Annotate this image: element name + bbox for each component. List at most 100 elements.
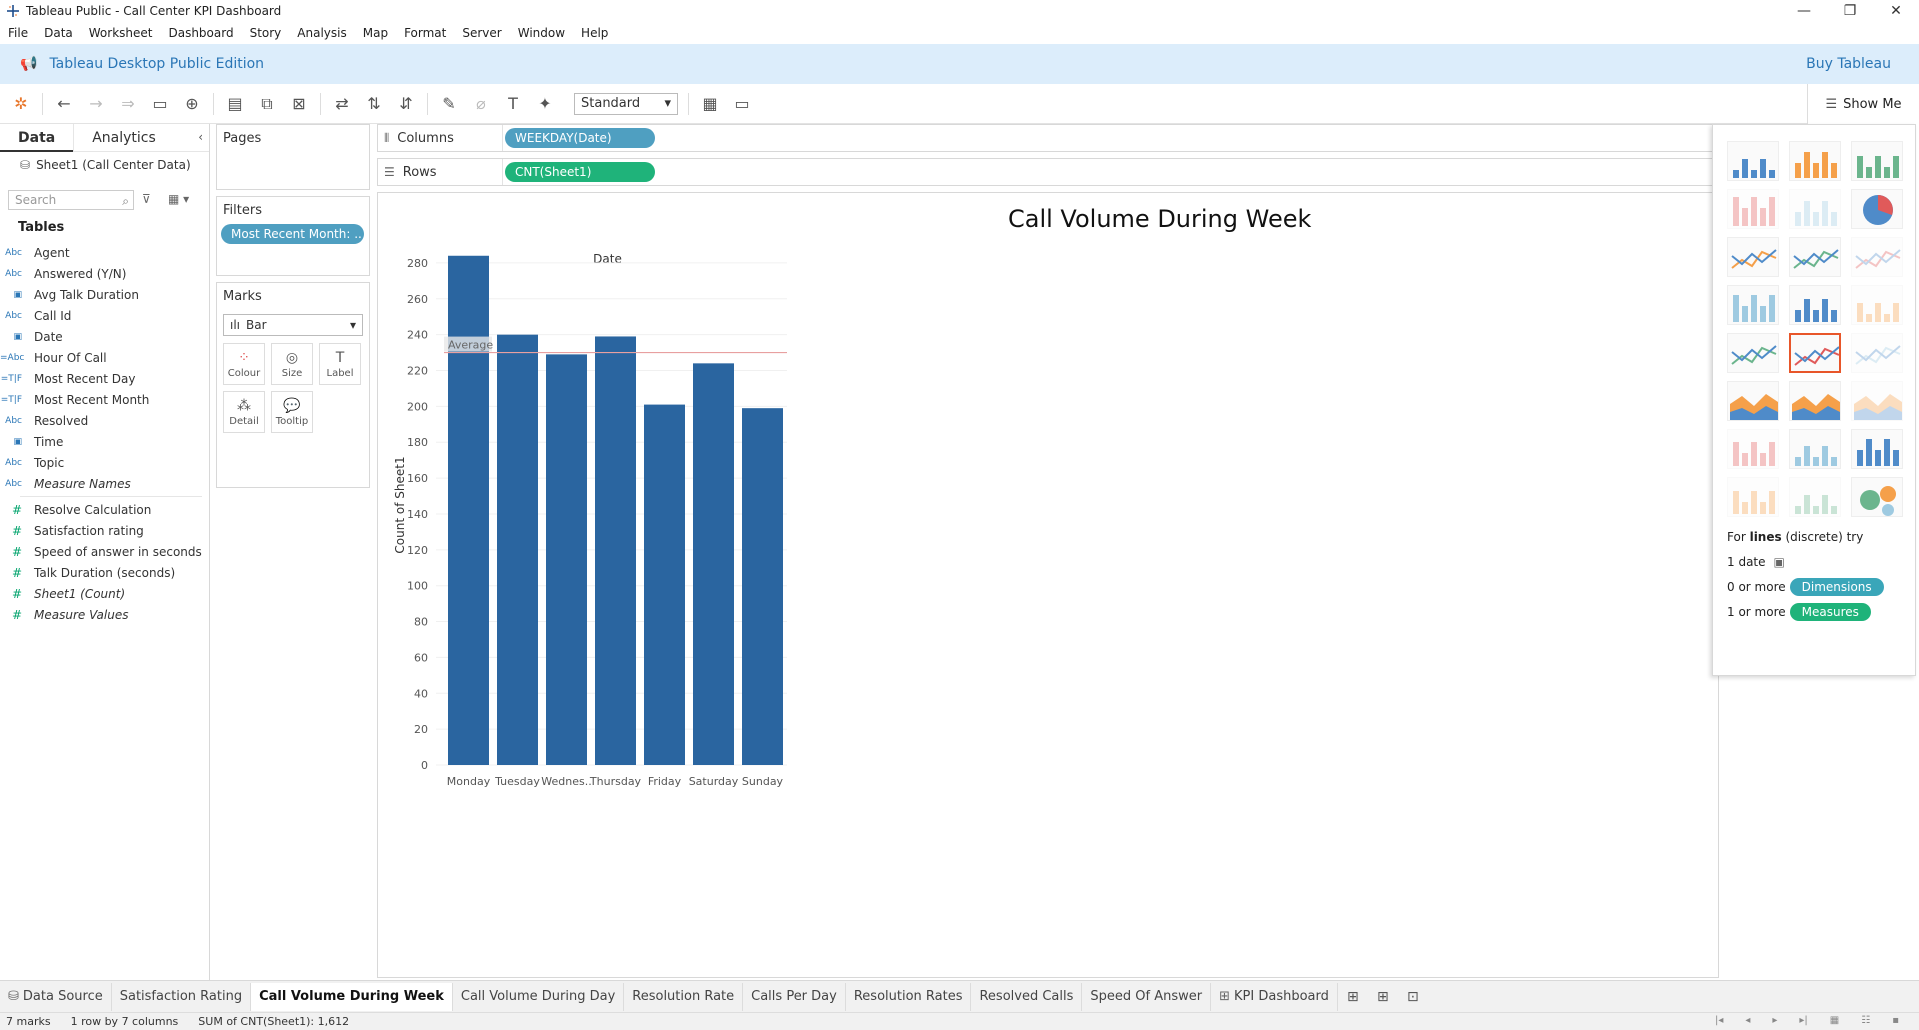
bar-7[interactable] bbox=[742, 408, 783, 765]
save-icon[interactable]: ▭ bbox=[152, 94, 168, 113]
side-by-side-circles-icon[interactable] bbox=[1851, 285, 1903, 325]
grid-view-icon[interactable]: ▦ bbox=[1829, 1015, 1840, 1026]
field-item[interactable]: # Speed of answer in seconds bbox=[0, 541, 210, 562]
tab-analytics[interactable]: Analytics bbox=[73, 123, 203, 152]
tab-calls-per-day[interactable]: Calls Per Day bbox=[743, 982, 846, 1011]
collapse-pane-icon[interactable]: ‹ bbox=[198, 130, 203, 144]
field-item[interactable]: # Satisfaction rating bbox=[0, 520, 210, 541]
text-table-icon[interactable] bbox=[1727, 141, 1779, 181]
maximize-button[interactable]: ❐ bbox=[1843, 3, 1857, 19]
packed-bubbles-icon[interactable] bbox=[1851, 477, 1903, 517]
close-button[interactable]: ✕ bbox=[1890, 3, 1902, 19]
area-discrete-icon[interactable] bbox=[1789, 381, 1841, 421]
discrete-lines-icon[interactable] bbox=[1789, 333, 1841, 373]
gantt-chart-icon[interactable] bbox=[1727, 477, 1779, 517]
bar-5[interactable] bbox=[644, 404, 685, 765]
tab-resolved-calls[interactable]: Resolved Calls bbox=[971, 982, 1083, 1011]
field-item[interactable]: Abc Topic bbox=[0, 452, 210, 473]
swap-rows-columns-icon[interactable]: ⇄ bbox=[335, 94, 349, 113]
bar-1[interactable] bbox=[448, 255, 489, 766]
show-cards-icon[interactable]: ▦ bbox=[702, 94, 718, 113]
redo-icon[interactable]: → bbox=[89, 94, 103, 113]
tab-data[interactable]: Data bbox=[0, 124, 74, 152]
tab-data-source[interactable]: ⛁ Data Source bbox=[0, 982, 112, 1011]
menu-dashboard[interactable]: Dashboard bbox=[168, 26, 234, 40]
tab-resolution-rates[interactable]: Resolution Rates bbox=[846, 982, 972, 1011]
box-whisker-icon[interactable] bbox=[1851, 429, 1903, 469]
horizontal-bars-icon[interactable] bbox=[1727, 237, 1779, 277]
columns-pill[interactable]: WEEKDAY(Date) bbox=[505, 128, 655, 148]
new-dashboard-icon[interactable]: ⊞ bbox=[1377, 988, 1389, 1005]
list-view-icon[interactable]: ☷ bbox=[1861, 1015, 1871, 1026]
tab-satisfaction-rating[interactable]: Satisfaction Rating bbox=[112, 982, 252, 1011]
pie-chart-icon[interactable] bbox=[1851, 189, 1903, 229]
treemap-icon[interactable] bbox=[1727, 285, 1779, 325]
field-item[interactable]: ▣ Date bbox=[0, 326, 210, 347]
field-item[interactable]: # Talk Duration (seconds) bbox=[0, 562, 210, 583]
bar-4[interactable] bbox=[595, 336, 636, 765]
continuous-lines-icon[interactable] bbox=[1727, 333, 1779, 373]
new-worksheet-icon[interactable]: ⊞ bbox=[1347, 988, 1359, 1005]
menu-worksheet[interactable]: Worksheet bbox=[88, 26, 153, 40]
presentation-mode-icon[interactable]: ▭ bbox=[734, 94, 750, 113]
tableau-home-icon[interactable]: ✲ bbox=[14, 94, 28, 113]
histogram-icon[interactable] bbox=[1789, 429, 1841, 469]
size-button[interactable]: ◎ Size bbox=[271, 343, 313, 385]
menu-file[interactable]: File bbox=[8, 26, 29, 40]
tab-resolution-rate[interactable]: Resolution Rate bbox=[624, 982, 744, 1011]
sort-ascending-icon[interactable]: ⇅ bbox=[367, 94, 381, 113]
menu-data[interactable]: Data bbox=[44, 26, 73, 40]
label-button[interactable]: T Label bbox=[319, 343, 361, 385]
undo-icon[interactable]: ← bbox=[57, 94, 71, 113]
buy-tableau-link[interactable]: Buy Tableau bbox=[1806, 56, 1891, 72]
highlight-icon[interactable]: ✎ bbox=[442, 94, 456, 113]
field-item[interactable]: # Measure Values bbox=[0, 604, 210, 625]
new-datasource-icon[interactable]: ⊕ bbox=[185, 94, 199, 113]
fix-axes-icon[interactable]: ✦ bbox=[538, 94, 552, 113]
heat-map-icon[interactable] bbox=[1789, 141, 1841, 181]
next-page-icon[interactable]: ▸ bbox=[1772, 1015, 1778, 1026]
pages-card[interactable]: Pages bbox=[216, 124, 370, 190]
film-view-icon[interactable]: ▪ bbox=[1892, 1015, 1899, 1026]
field-item[interactable]: =T|F Most Recent Month bbox=[0, 389, 210, 410]
dual-lines-icon[interactable] bbox=[1851, 333, 1903, 373]
bar-3[interactable] bbox=[546, 354, 587, 765]
labels-icon[interactable]: T bbox=[508, 94, 518, 113]
clear-sheet-icon[interactable]: ⊠ bbox=[292, 94, 306, 113]
colour-button[interactable]: ⁘ Colour bbox=[223, 343, 265, 385]
field-item[interactable]: =Abc Hour Of Call bbox=[0, 347, 210, 368]
field-item[interactable]: Abc Measure Names bbox=[0, 473, 210, 494]
menu-server[interactable]: Server bbox=[462, 26, 502, 40]
columns-shelf[interactable]: ⦀ Columns WEEKDAY(Date) bbox=[377, 124, 1719, 152]
search-input[interactable]: Search ⌕ bbox=[8, 190, 134, 210]
datasource-item[interactable]: ⛁ Sheet1 (Call Center Data) bbox=[0, 152, 209, 178]
filter-pill[interactable]: Most Recent Month: .. bbox=[221, 224, 364, 244]
new-story-icon[interactable]: ⊡ bbox=[1407, 988, 1419, 1005]
menu-window[interactable]: Window bbox=[517, 26, 566, 40]
field-item[interactable]: # Resolve Calculation bbox=[0, 499, 210, 520]
tab-speed-of-answer[interactable]: Speed Of Answer bbox=[1082, 982, 1212, 1011]
circle-views-icon[interactable] bbox=[1789, 285, 1841, 325]
field-item[interactable]: Abc Resolved bbox=[0, 410, 210, 431]
rows-shelf[interactable]: ☰ Rows CNT(Sheet1) bbox=[377, 158, 1719, 186]
side-by-side-bars-icon[interactable] bbox=[1851, 237, 1903, 277]
tab-call-volume-during-week[interactable]: Call Volume During Week bbox=[251, 982, 453, 1011]
tooltip-button[interactable]: 💬 Tooltip bbox=[271, 391, 313, 433]
new-worksheet-icon[interactable]: ▤ bbox=[227, 94, 243, 113]
menu-format[interactable]: Format bbox=[404, 26, 447, 40]
duplicate-sheet-icon[interactable]: ⧉ bbox=[261, 93, 273, 113]
prev-page-icon[interactable]: ◂ bbox=[1745, 1015, 1751, 1026]
sort-descending-icon[interactable]: ⇵ bbox=[399, 94, 413, 113]
menu-analysis[interactable]: Analysis bbox=[297, 26, 347, 40]
mark-type-select[interactable]: ılı Bar ▾ bbox=[223, 314, 363, 336]
tab-call-volume-during-day[interactable]: Call Volume During Day bbox=[453, 982, 625, 1011]
filters-card[interactable]: Filters Most Recent Month: .. bbox=[216, 196, 370, 276]
group-icon[interactable]: ⌀ bbox=[476, 94, 486, 113]
detail-button[interactable]: ⁂ Detail bbox=[223, 391, 265, 433]
field-item[interactable]: # Sheet1 (Count) bbox=[0, 583, 210, 604]
rows-pill[interactable]: CNT(Sheet1) bbox=[505, 162, 655, 182]
menu-story[interactable]: Story bbox=[249, 26, 282, 40]
field-item[interactable]: Abc Call Id bbox=[0, 305, 210, 326]
scatter-plot-icon[interactable] bbox=[1727, 429, 1779, 469]
area-continuous-icon[interactable] bbox=[1727, 381, 1779, 421]
